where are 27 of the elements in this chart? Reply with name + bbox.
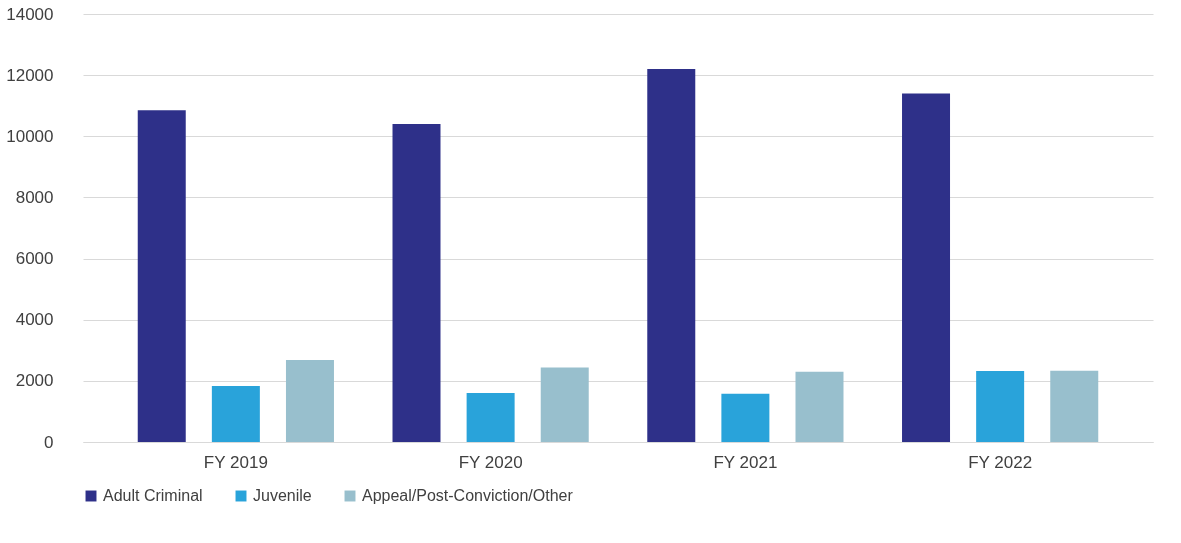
bar — [795, 371, 844, 442]
y-tick-label: 4000 — [15, 310, 54, 330]
y-tick-label: 10000 — [6, 126, 54, 146]
y-tick-label: 2000 — [15, 371, 54, 391]
x-tick-label: FY 2020 — [458, 452, 523, 472]
x-tick-label: FY 2022 — [968, 452, 1033, 472]
bar — [211, 386, 260, 442]
legend-label: Juvenile — [253, 487, 312, 504]
y-tick-label: 0 — [44, 432, 54, 452]
bar — [466, 393, 515, 442]
bar — [392, 124, 441, 442]
bar — [137, 110, 186, 442]
x-tick-label: FY 2019 — [203, 452, 268, 472]
bar — [976, 371, 1025, 442]
y-tick-label: 8000 — [15, 187, 54, 207]
y-tick-label: 12000 — [6, 65, 54, 85]
legend-label: Adult Criminal — [103, 487, 203, 504]
legend-label: Appeal/Post-Conviction/Other — [362, 487, 574, 504]
bar — [540, 367, 589, 442]
y-tick-label: 6000 — [15, 249, 54, 269]
y-tick-label: 14000 — [6, 4, 54, 24]
bar — [285, 360, 334, 442]
bar — [902, 93, 951, 442]
bar — [647, 69, 696, 442]
bar — [1050, 370, 1099, 442]
x-tick-label: FY 2021 — [713, 452, 778, 472]
bar — [721, 393, 770, 442]
